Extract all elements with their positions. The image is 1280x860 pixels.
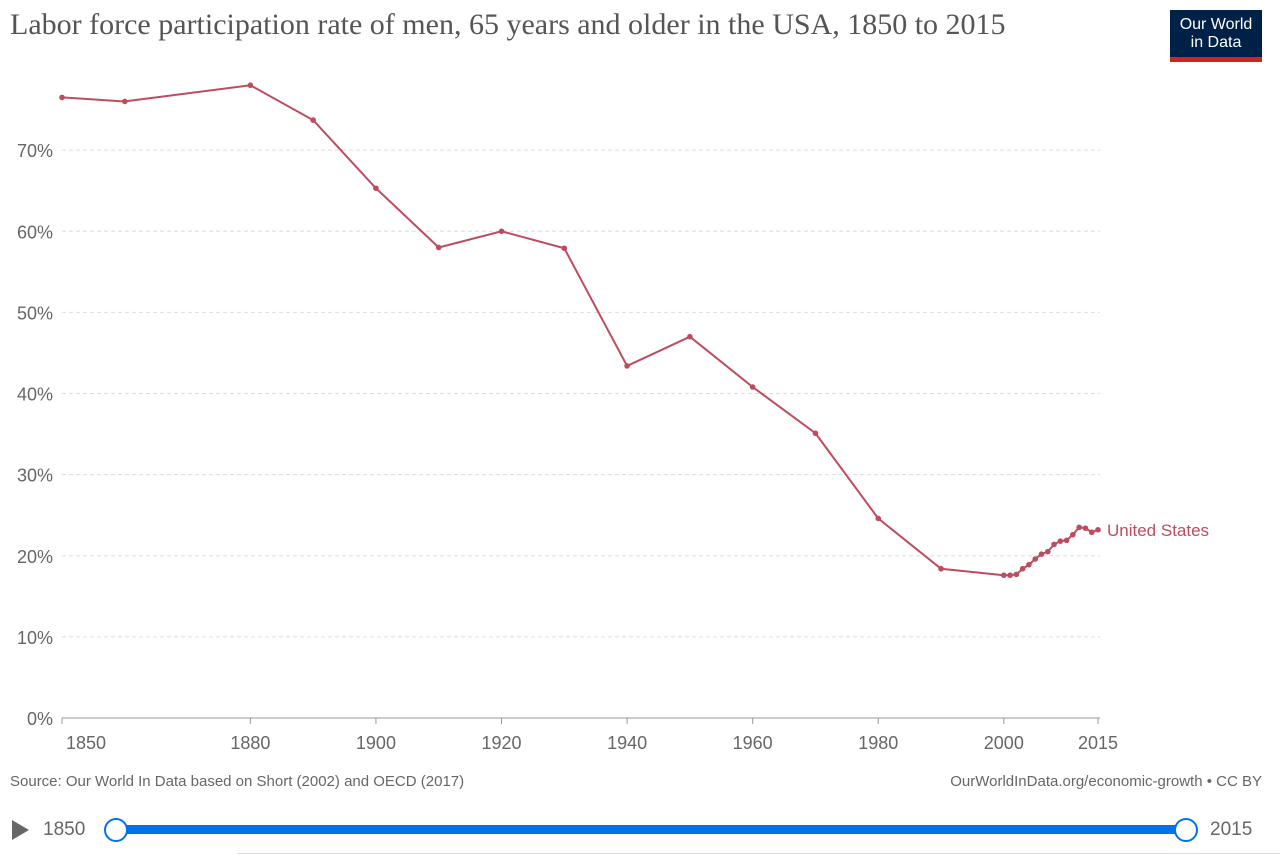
- chart-title: Labor force participation rate of men, 6…: [10, 8, 1006, 41]
- x-tick-label: 2000: [984, 733, 1024, 753]
- data-point: [1019, 565, 1026, 572]
- series-label: United States: [1107, 521, 1209, 540]
- data-point: [1038, 551, 1045, 557]
- data-point: [1082, 525, 1089, 531]
- data-point: [1063, 537, 1070, 544]
- timeline-track[interactable]: [116, 825, 1186, 834]
- data-point: [1044, 548, 1051, 555]
- data-point: [1088, 529, 1095, 536]
- timeline-end-handle[interactable]: [1174, 818, 1198, 842]
- tab-bar: [237, 853, 1280, 860]
- data-point: [1051, 541, 1057, 548]
- data-point: [435, 244, 442, 251]
- data-point: [624, 363, 630, 369]
- y-tick-label: 60%: [17, 222, 53, 242]
- y-tick-label: 70%: [17, 141, 53, 161]
- data-point: [875, 515, 882, 522]
- data-point: [1032, 556, 1039, 562]
- y-tick-label: 0%: [27, 709, 53, 729]
- data-point: [749, 384, 756, 390]
- y-tick-label: 40%: [17, 385, 53, 405]
- x-tick-label: 1980: [858, 733, 898, 753]
- line-chart: 0% 10% 20% 30% 40% 50% 60% 70% 1850 1880 1900 1920 1…: [17, 82, 1209, 753]
- timeline-start-label: 1850: [43, 819, 86, 840]
- data-point: [1026, 561, 1032, 568]
- data-point: [1076, 524, 1082, 531]
- data-point: [1095, 526, 1101, 533]
- timeline: 1850 2015: [0, 810, 1280, 850]
- data-point: [121, 98, 128, 105]
- owid-logo[interactable]: Our World in Data: [1170, 10, 1262, 62]
- data-point: [59, 94, 65, 101]
- timeline-end-label: 2015: [1210, 819, 1253, 840]
- data-point: [1057, 538, 1064, 544]
- logo-line2: in Data: [1190, 34, 1242, 51]
- x-tick-label: 2015: [1078, 733, 1118, 753]
- series-line-united-states: [61, 84, 1099, 577]
- data-point: [498, 228, 505, 235]
- y-tick-label: 50%: [17, 303, 53, 323]
- data-point: [310, 117, 316, 123]
- data-point: [1070, 531, 1076, 538]
- timeline-start-handle[interactable]: [104, 818, 128, 842]
- logo-line1: Our World: [1179, 16, 1253, 33]
- play-icon[interactable]: [12, 820, 29, 840]
- x-tick-label: 1940: [607, 733, 647, 753]
- data-point: [1007, 572, 1013, 579]
- y-tick-label: 10%: [17, 628, 53, 648]
- data-point: [687, 333, 693, 340]
- x-tick-label: 1850: [66, 733, 106, 753]
- data-point: [812, 430, 819, 437]
- data-point: [938, 565, 944, 572]
- data-point: [561, 245, 568, 252]
- source-note: Source: Our World In Data based on Short…: [10, 773, 465, 790]
- data-point: [373, 185, 379, 192]
- x-tick-label: 1900: [356, 733, 396, 753]
- x-tick-label: 1920: [481, 733, 521, 753]
- credit-link[interactable]: OurWorldInData.org/economic-growth • CC …: [950, 773, 1262, 790]
- y-tick-label: 20%: [17, 547, 53, 567]
- data-point: [1013, 571, 1020, 578]
- x-tick-label: 1960: [733, 733, 773, 753]
- y-tick-label: 30%: [17, 466, 53, 486]
- data-point: [1001, 572, 1007, 579]
- x-tick-label: 1880: [230, 733, 270, 753]
- data-point: [247, 82, 254, 89]
